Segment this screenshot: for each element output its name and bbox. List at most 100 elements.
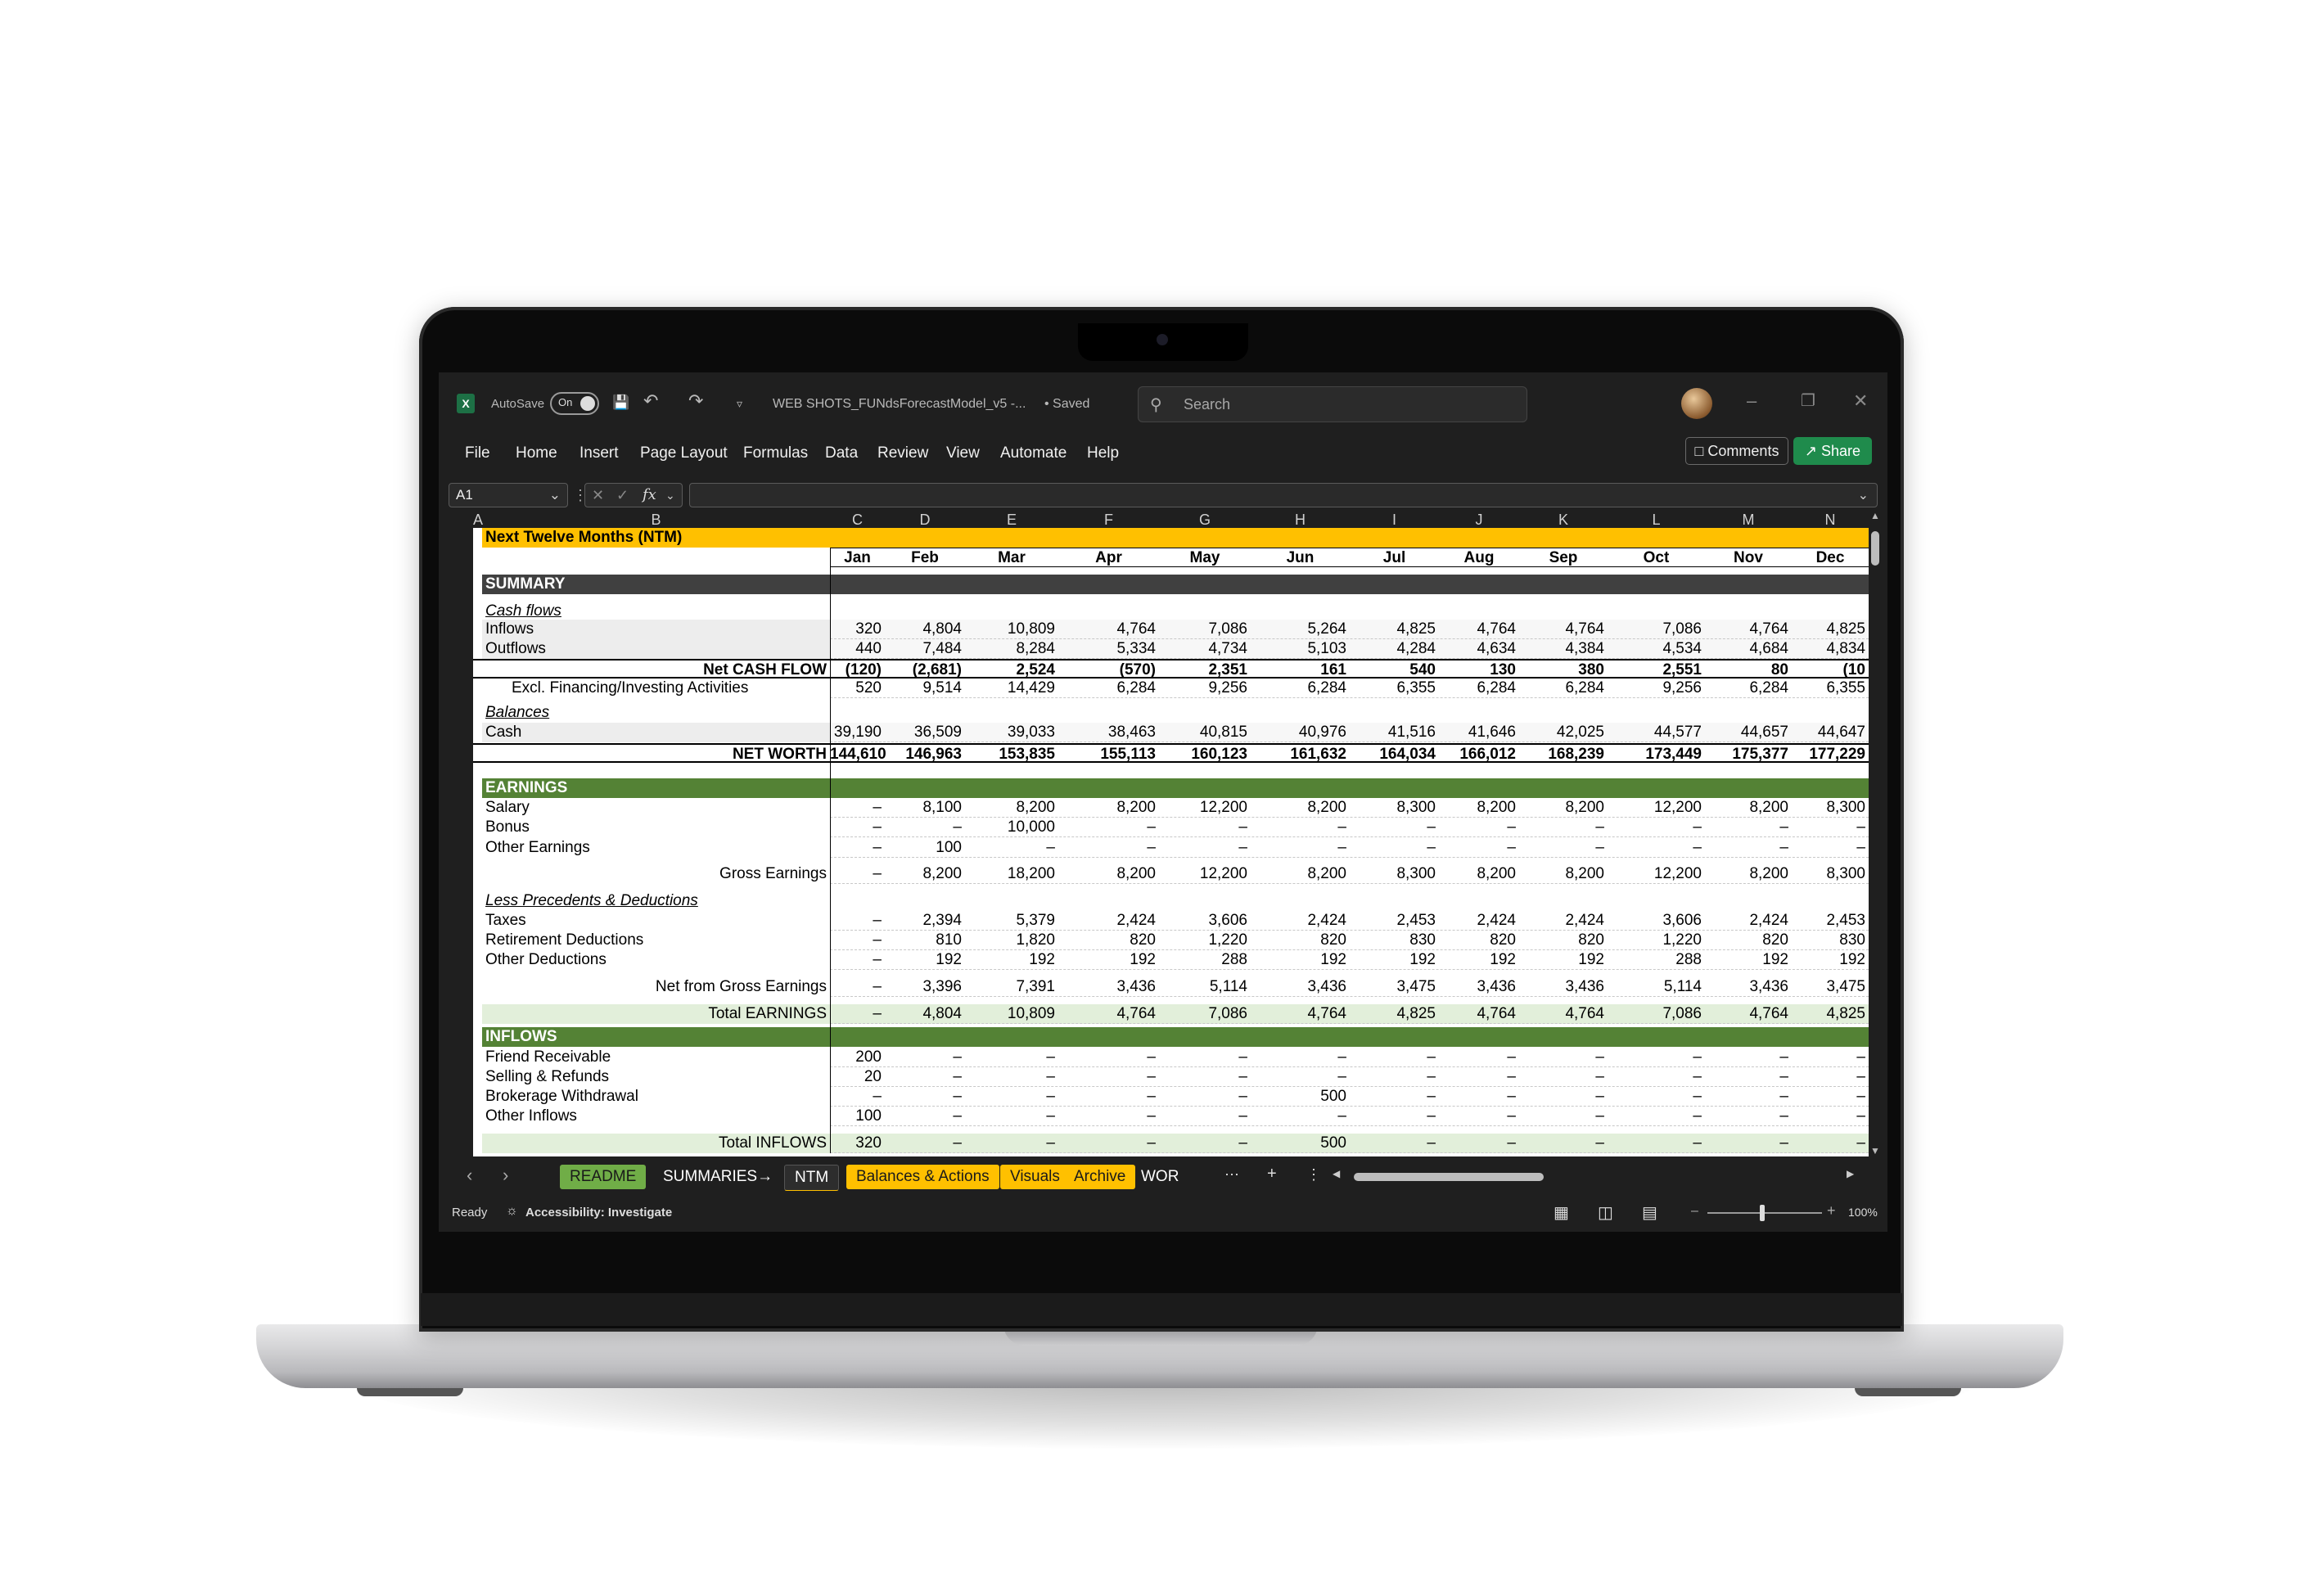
- table-cell[interactable]: 41,516: [1387, 724, 1436, 741]
- share-button[interactable]: ↗ Share: [1793, 437, 1872, 465]
- row-header-8[interactable]: [447, 603, 471, 623]
- table-cell[interactable]: –: [1779, 818, 1788, 836]
- table-cell[interactable]: –: [1427, 1088, 1436, 1105]
- column-header-g[interactable]: G: [1198, 512, 1211, 528]
- row-header-15[interactable]: [447, 724, 471, 744]
- table-cell[interactable]: –: [1595, 1048, 1604, 1066]
- month-header[interactable]: Jul: [1382, 549, 1406, 566]
- restore-icon[interactable]: ❐: [1801, 392, 1815, 410]
- month-header[interactable]: Mar: [998, 549, 1026, 566]
- table-cell[interactable]: –: [1238, 1088, 1247, 1105]
- table-cell[interactable]: 820: [1762, 931, 1788, 949]
- table-cell[interactable]: –: [1427, 1107, 1436, 1125]
- table-cell[interactable]: 8,200: [1116, 799, 1156, 816]
- row-header-4[interactable]: [447, 549, 471, 569]
- expand-formula-icon[interactable]: ⌄: [1857, 489, 1869, 503]
- more-options-icon[interactable]: ⋮: [573, 487, 588, 503]
- table-cell[interactable]: 164,034: [1379, 746, 1436, 763]
- table-cell[interactable]: 44,647: [1817, 724, 1865, 741]
- table-cell[interactable]: 3,436: [1116, 978, 1156, 995]
- undo-icon[interactable]: ↶: [643, 390, 659, 411]
- table-cell[interactable]: 2,424: [1116, 912, 1156, 929]
- table-cell[interactable]: –: [1595, 1107, 1604, 1125]
- table-cell[interactable]: –: [1595, 839, 1604, 856]
- table-cell[interactable]: –: [1046, 1068, 1055, 1085]
- formula-input[interactable]: ⌄: [689, 483, 1878, 507]
- row-header-32[interactable]: [447, 1006, 471, 1026]
- column-header-l[interactable]: L: [1652, 512, 1661, 528]
- comments-button[interactable]: □ Comments: [1685, 437, 1788, 465]
- table-cell[interactable]: –: [1856, 1048, 1865, 1066]
- table-cell[interactable]: 8,200: [1016, 799, 1055, 816]
- table-cell[interactable]: 3,396: [922, 978, 962, 995]
- table-cell[interactable]: 1,820: [1016, 931, 1055, 949]
- menu-automate[interactable]: Automate: [1000, 444, 1067, 462]
- row-header-23[interactable]: [447, 866, 471, 886]
- table-cell[interactable]: 810: [936, 931, 962, 949]
- vertical-scroll-thumb[interactable]: [1871, 531, 1879, 566]
- menu-file[interactable]: File: [465, 444, 490, 462]
- table-cell[interactable]: –: [1693, 1107, 1702, 1125]
- table-cell[interactable]: 4,764: [1307, 1005, 1346, 1022]
- month-header[interactable]: May: [1189, 549, 1220, 566]
- row-label[interactable]: Taxes: [485, 912, 526, 929]
- row-label[interactable]: Other Earnings: [485, 839, 590, 856]
- menu-view[interactable]: View: [946, 444, 980, 462]
- table-cell[interactable]: 4,384: [1565, 640, 1604, 657]
- table-cell[interactable]: 42,025: [1556, 724, 1604, 741]
- row-header-25[interactable]: [447, 893, 471, 913]
- table-cell[interactable]: 3,436: [1749, 978, 1788, 995]
- table-cell[interactable]: –: [1238, 1048, 1247, 1066]
- add-sheet-icon[interactable]: +: [1267, 1165, 1277, 1183]
- table-cell[interactable]: 3,606: [1208, 912, 1247, 929]
- row-label[interactable]: NET WORTH: [732, 746, 827, 763]
- sheet-tab-ntm[interactable]: NTM: [784, 1165, 840, 1191]
- table-cell[interactable]: 2,551: [1662, 661, 1702, 679]
- table-cell[interactable]: –: [1693, 1048, 1702, 1066]
- table-cell[interactable]: 2,453: [1826, 912, 1865, 929]
- table-cell[interactable]: –: [1507, 839, 1516, 856]
- table-cell[interactable]: 8,300: [1396, 865, 1436, 882]
- table-cell[interactable]: 500: [1320, 1134, 1346, 1152]
- row-header-38[interactable]: [447, 1108, 471, 1128]
- table-cell[interactable]: 4,804: [922, 1005, 962, 1022]
- table-cell[interactable]: 8,100: [922, 799, 962, 816]
- month-header[interactable]: Oct: [1643, 549, 1670, 566]
- table-cell[interactable]: –: [1046, 839, 1055, 856]
- table-cell[interactable]: 4,634: [1477, 640, 1516, 657]
- table-cell[interactable]: 192: [1490, 951, 1516, 968]
- table-cell[interactable]: 2,424: [1307, 912, 1346, 929]
- table-cell[interactable]: 40,976: [1298, 724, 1346, 741]
- sheet-tab-archive[interactable]: Archive: [1064, 1165, 1136, 1189]
- table-cell[interactable]: 192: [1762, 951, 1788, 968]
- chevron-down-icon[interactable]: ⌄: [665, 489, 675, 502]
- table-cell[interactable]: 8,200: [1116, 865, 1156, 882]
- month-header[interactable]: Apr: [1095, 549, 1122, 566]
- menu-help[interactable]: Help: [1087, 444, 1120, 462]
- column-header-h[interactable]: H: [1295, 512, 1306, 528]
- table-cell[interactable]: 8,200: [1477, 799, 1516, 816]
- table-cell[interactable]: 4,764: [1116, 1005, 1156, 1022]
- table-cell[interactable]: 4,825: [1826, 620, 1865, 638]
- table-cell[interactable]: 6,355: [1396, 679, 1436, 697]
- table-cell[interactable]: 4,804: [922, 620, 962, 638]
- row-label[interactable]: Inflows: [485, 620, 534, 638]
- column-header-c[interactable]: C: [852, 512, 863, 528]
- row-label[interactable]: Gross Earnings: [719, 865, 827, 882]
- table-cell[interactable]: –: [1779, 1088, 1788, 1105]
- row-label[interactable]: Less Precedents & Deductions: [485, 892, 698, 909]
- row-header-21[interactable]: [447, 840, 471, 859]
- table-cell[interactable]: –: [1856, 1088, 1865, 1105]
- table-cell[interactable]: 2,453: [1396, 912, 1436, 929]
- table-cell[interactable]: 2,351: [1208, 661, 1247, 679]
- table-cell[interactable]: 41,646: [1468, 724, 1516, 741]
- table-cell[interactable]: 192: [1578, 951, 1604, 968]
- normal-view-icon[interactable]: ▦: [1554, 1204, 1569, 1222]
- table-cell[interactable]: 830: [1409, 931, 1436, 949]
- table-cell[interactable]: 192: [936, 951, 962, 968]
- row-label[interactable]: Excl. Financing/Investing Activities: [512, 679, 749, 697]
- column-header-i[interactable]: I: [1391, 512, 1396, 528]
- row-label[interactable]: Cash flows: [485, 602, 561, 620]
- table-cell[interactable]: 20: [864, 1068, 882, 1085]
- table-cell[interactable]: –: [1693, 839, 1702, 856]
